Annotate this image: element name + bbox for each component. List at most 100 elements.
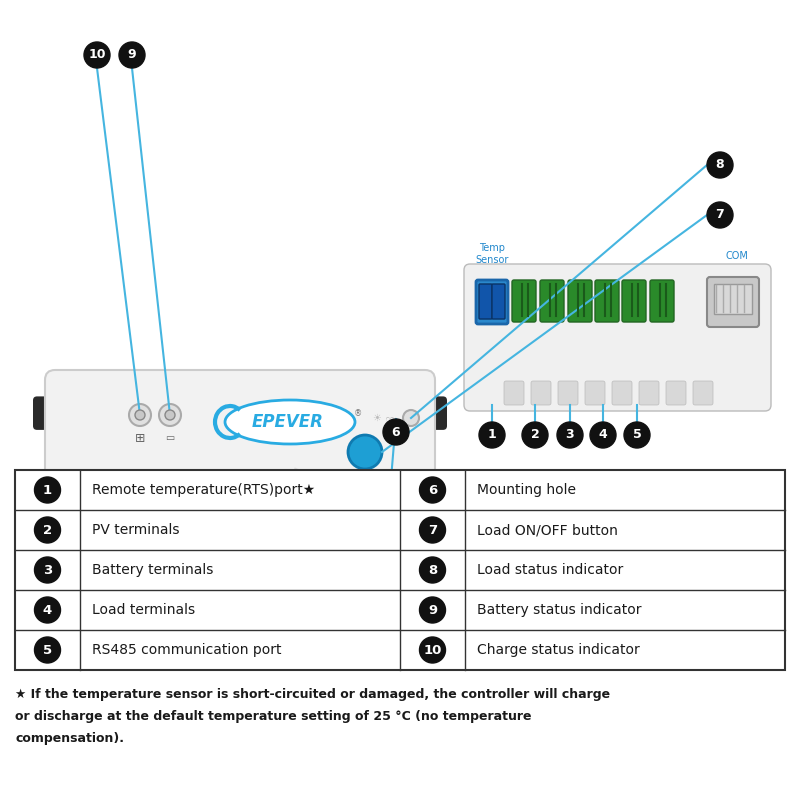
FancyBboxPatch shape: [83, 561, 159, 609]
Text: ♡: ♡: [385, 417, 395, 427]
Text: Load status indicator: Load status indicator: [477, 563, 623, 577]
Circle shape: [419, 637, 446, 663]
Circle shape: [34, 557, 61, 583]
Circle shape: [119, 42, 145, 68]
Text: 2: 2: [43, 523, 52, 537]
FancyBboxPatch shape: [504, 381, 524, 405]
Text: + ☀ -: + ☀ -: [110, 622, 134, 631]
Text: Mounting hole: Mounting hole: [477, 483, 576, 497]
Text: Load terminals: Load terminals: [92, 603, 195, 617]
FancyBboxPatch shape: [568, 280, 592, 322]
Text: 5: 5: [43, 643, 52, 657]
Text: ⊞: ⊞: [134, 431, 146, 445]
Text: 9: 9: [128, 49, 136, 62]
Text: ☀: ☀: [373, 413, 382, 423]
FancyBboxPatch shape: [419, 593, 447, 626]
Text: Battery status indicator: Battery status indicator: [477, 603, 642, 617]
Circle shape: [128, 578, 152, 602]
FancyBboxPatch shape: [33, 593, 61, 626]
FancyBboxPatch shape: [707, 277, 759, 327]
Circle shape: [557, 422, 583, 448]
Text: Charge status indicator: Charge status indicator: [477, 643, 640, 657]
Circle shape: [159, 404, 181, 426]
FancyBboxPatch shape: [666, 381, 686, 405]
Circle shape: [302, 578, 326, 602]
Text: 4: 4: [598, 429, 607, 442]
Text: 10: 10: [88, 49, 106, 62]
FancyBboxPatch shape: [188, 561, 264, 609]
Circle shape: [348, 435, 382, 469]
Text: 3: 3: [43, 563, 52, 577]
FancyBboxPatch shape: [540, 280, 564, 322]
Text: PV terminals: PV terminals: [92, 523, 179, 537]
Text: 1: 1: [43, 483, 52, 497]
Text: LS3024B: LS3024B: [73, 485, 175, 505]
Text: 6: 6: [428, 483, 437, 497]
Circle shape: [403, 410, 419, 426]
Text: ★ If the temperature sensor is short-circuited or damaged, the controller will c: ★ If the temperature sensor is short-cir…: [15, 688, 610, 701]
Circle shape: [165, 410, 175, 420]
Circle shape: [34, 477, 61, 503]
FancyBboxPatch shape: [558, 381, 578, 405]
Circle shape: [34, 597, 61, 623]
Circle shape: [419, 597, 446, 623]
Circle shape: [707, 152, 733, 178]
FancyBboxPatch shape: [693, 381, 713, 405]
Text: compensation).: compensation).: [15, 732, 124, 745]
Text: 9: 9: [428, 603, 437, 617]
Circle shape: [203, 584, 215, 596]
Circle shape: [590, 422, 616, 448]
Text: EPEVER: EPEVER: [252, 413, 324, 431]
Text: 7: 7: [428, 523, 437, 537]
FancyBboxPatch shape: [419, 396, 447, 430]
FancyBboxPatch shape: [585, 381, 605, 405]
FancyBboxPatch shape: [714, 284, 752, 314]
Circle shape: [419, 557, 446, 583]
Text: ▭: ▭: [166, 433, 174, 443]
Circle shape: [479, 422, 505, 448]
Text: RS485 communication port: RS485 communication port: [92, 643, 282, 657]
Text: + ▭ -: + ▭ -: [214, 622, 239, 631]
Text: 8: 8: [428, 563, 437, 577]
Circle shape: [34, 517, 61, 543]
Circle shape: [135, 410, 145, 420]
Circle shape: [197, 578, 221, 602]
Circle shape: [98, 584, 110, 596]
Text: COM: COM: [726, 251, 749, 261]
Text: 8: 8: [716, 158, 724, 171]
FancyBboxPatch shape: [512, 280, 536, 322]
Text: Battery terminals: Battery terminals: [92, 563, 214, 577]
FancyBboxPatch shape: [464, 264, 771, 411]
Bar: [15, 470, 785, 670]
Text: PWM: PWM: [77, 516, 124, 534]
Text: 3: 3: [566, 429, 574, 442]
Circle shape: [134, 584, 146, 596]
Circle shape: [344, 584, 356, 596]
Text: or discharge at the default temperature setting of 25 °C (no temperature: or discharge at the default temperature …: [15, 710, 531, 723]
Circle shape: [707, 202, 733, 228]
Text: 2: 2: [530, 429, 539, 442]
FancyBboxPatch shape: [612, 381, 632, 405]
Text: Remote temperature(RTS)port★: Remote temperature(RTS)port★: [92, 483, 315, 497]
Text: Load ON/OFF button: Load ON/OFF button: [477, 523, 618, 537]
FancyBboxPatch shape: [595, 280, 619, 322]
Circle shape: [233, 578, 257, 602]
FancyBboxPatch shape: [639, 381, 659, 405]
FancyBboxPatch shape: [531, 381, 551, 405]
Text: 10: 10: [423, 643, 442, 657]
Text: Sensor: Sensor: [475, 255, 509, 265]
Text: 6: 6: [392, 426, 400, 438]
Circle shape: [308, 584, 320, 596]
FancyBboxPatch shape: [622, 280, 646, 322]
FancyBboxPatch shape: [33, 396, 61, 430]
Text: 5: 5: [633, 429, 642, 442]
Circle shape: [129, 404, 151, 426]
Text: Temp: Temp: [479, 243, 505, 253]
Circle shape: [84, 42, 110, 68]
Circle shape: [34, 637, 61, 663]
FancyBboxPatch shape: [60, 507, 418, 543]
Circle shape: [419, 477, 446, 503]
Circle shape: [624, 422, 650, 448]
FancyBboxPatch shape: [492, 284, 505, 319]
Circle shape: [338, 578, 362, 602]
